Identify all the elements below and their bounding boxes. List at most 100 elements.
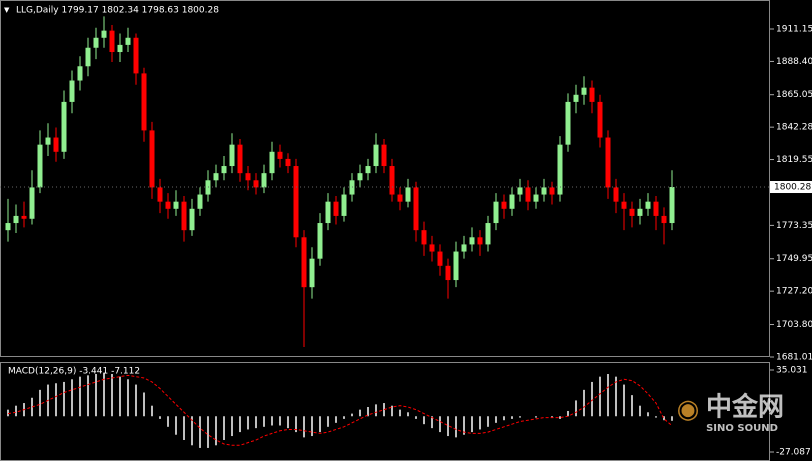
price-box xyxy=(770,181,812,194)
candle-body xyxy=(525,187,531,202)
candle-body xyxy=(301,237,307,288)
y-tick-label: 1681.01 xyxy=(776,353,812,363)
watermark-sub: SINO SOUND xyxy=(706,423,778,434)
candle-body xyxy=(77,66,83,81)
candle-body xyxy=(661,215,667,224)
candle-body xyxy=(565,101,571,145)
panel-frame xyxy=(0,362,770,461)
candle-body xyxy=(285,158,291,167)
candle-body xyxy=(621,201,627,209)
candle-body xyxy=(173,201,179,209)
candle-body xyxy=(549,187,555,195)
panel-frame xyxy=(0,0,770,357)
candle-body xyxy=(589,87,595,102)
candle-body xyxy=(109,30,115,53)
candle-body xyxy=(437,251,443,266)
candle-body xyxy=(69,80,75,102)
candle-body xyxy=(117,44,123,53)
candle-body xyxy=(597,101,603,138)
candle-body xyxy=(357,173,363,181)
y-tick-label: 1773.35 xyxy=(776,221,812,231)
y-tick-label: -27.087 xyxy=(776,448,811,458)
candle-body xyxy=(133,37,139,74)
candle-body xyxy=(253,180,259,188)
title-arrow: ▼ xyxy=(4,6,10,14)
candle-body xyxy=(269,151,275,174)
candle-body xyxy=(45,137,51,145)
candle-body xyxy=(189,208,195,231)
candle-body xyxy=(605,137,611,188)
candle-body xyxy=(397,194,403,202)
candle-body xyxy=(405,187,411,202)
candle-body xyxy=(557,144,563,195)
candle-body xyxy=(21,215,27,219)
candle-body xyxy=(221,166,227,174)
y-tick-label: 1749.95 xyxy=(776,254,812,264)
candle-body xyxy=(365,166,371,174)
chart-title: LLG,Daily 1799.17 1802.34 1798.63 1800.2… xyxy=(16,6,219,16)
candle-body xyxy=(421,230,427,245)
candle-body xyxy=(381,144,387,167)
candle-body xyxy=(429,244,435,252)
candle-body xyxy=(125,37,131,45)
candle-body xyxy=(637,208,643,216)
candle-body xyxy=(149,130,155,188)
candle-body xyxy=(245,173,251,181)
candle-body xyxy=(261,173,267,188)
candle-body xyxy=(5,223,11,231)
candle-body xyxy=(85,47,91,67)
candle-body xyxy=(445,265,451,281)
y-tick-label: 1842.28 xyxy=(776,123,812,133)
candle-body xyxy=(413,187,419,231)
y-tick-label: 1888.40 xyxy=(776,57,812,67)
candle-body xyxy=(29,187,35,219)
y-tick-label: 35.031 xyxy=(776,366,808,376)
candle-body xyxy=(573,94,579,102)
candle-body xyxy=(541,187,547,195)
candle-body xyxy=(373,144,379,167)
candle-body xyxy=(485,223,491,245)
candle-body xyxy=(237,144,243,174)
candle-body xyxy=(333,201,339,216)
candle-body xyxy=(197,194,203,209)
candle-body xyxy=(461,244,467,252)
y-tick-label: 1911.15 xyxy=(776,25,812,35)
macd-title: MACD(12,26,9) -3.441 -7.112 xyxy=(8,367,140,377)
candle-body xyxy=(61,101,67,152)
candle-body xyxy=(509,194,515,209)
y-tick-label: 1703.80 xyxy=(776,320,812,330)
candle-body xyxy=(181,201,187,231)
candle-body xyxy=(141,73,147,131)
candle-body xyxy=(13,215,19,224)
candle-body xyxy=(477,237,483,245)
candle-body xyxy=(317,223,323,259)
candle-body xyxy=(669,187,675,224)
candle-body xyxy=(213,173,219,181)
candle-body xyxy=(157,187,163,202)
candle-body xyxy=(629,208,635,216)
watermark-brand: 中金网 xyxy=(706,392,784,423)
candle-body xyxy=(469,237,475,245)
candle-body xyxy=(93,37,99,48)
y-tick-label: 1727.20 xyxy=(776,287,812,297)
y-tick-label: 1865.05 xyxy=(776,90,812,100)
candle-body xyxy=(165,201,171,209)
candle-body xyxy=(309,258,315,288)
candle-body xyxy=(653,201,659,216)
candle-body xyxy=(613,187,619,202)
candle-body xyxy=(533,194,539,202)
candle-body xyxy=(325,201,331,224)
signal-line xyxy=(7,374,673,446)
candle-body xyxy=(581,87,587,95)
candle-body xyxy=(229,144,235,167)
candle-body xyxy=(493,201,499,224)
candle-body xyxy=(53,137,59,152)
watermark-logo: ◉ xyxy=(677,395,700,425)
candle-body xyxy=(277,151,283,159)
y-tick-label: 1819.55 xyxy=(776,155,812,165)
candle-body xyxy=(501,201,507,209)
candle-body xyxy=(517,187,523,195)
candle-body xyxy=(645,201,651,209)
candle-body xyxy=(101,30,107,38)
